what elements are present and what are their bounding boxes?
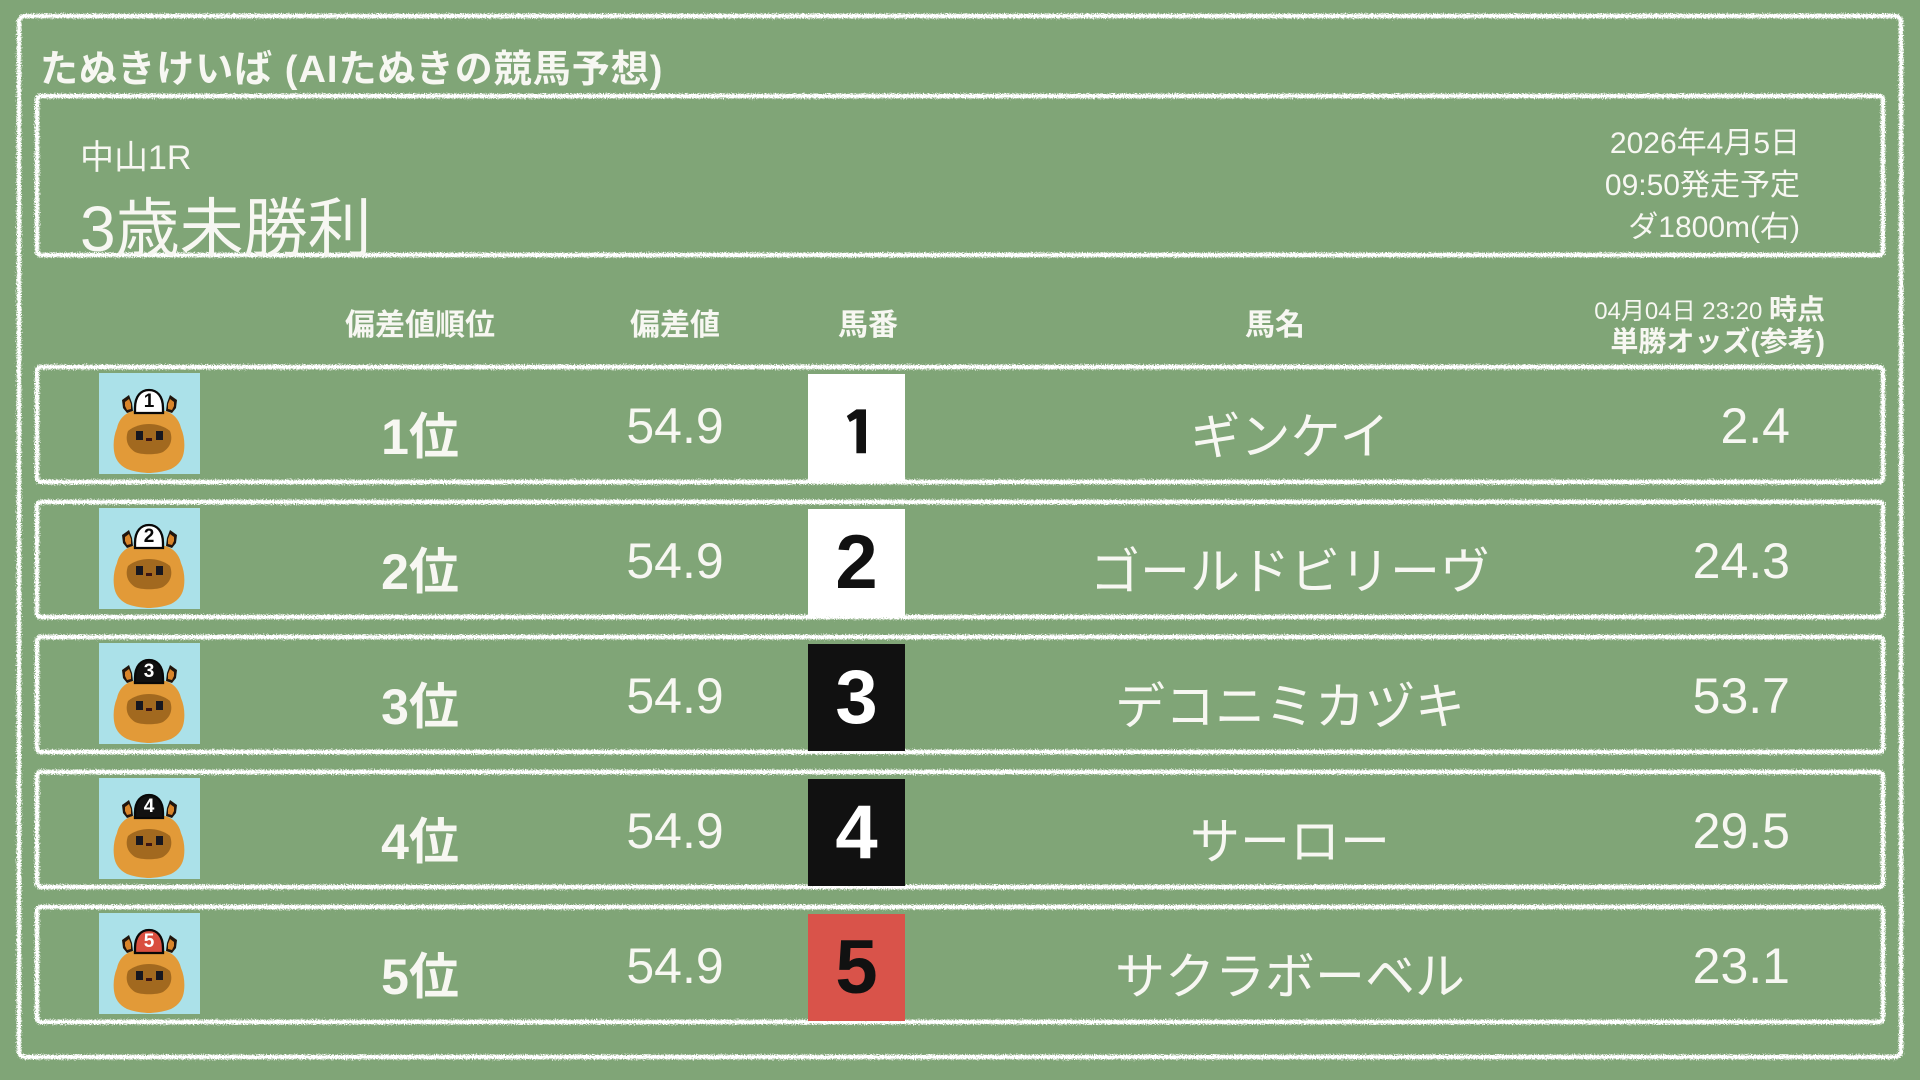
svg-text:4: 4 xyxy=(144,796,155,817)
svg-text:5: 5 xyxy=(144,931,155,952)
svg-text:2: 2 xyxy=(144,526,155,547)
svg-text:3: 3 xyxy=(144,661,155,682)
svg-text:1: 1 xyxy=(144,391,155,412)
